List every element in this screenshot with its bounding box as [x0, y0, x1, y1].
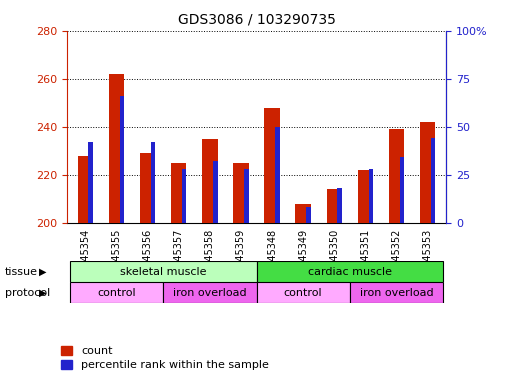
- Bar: [88, 142, 93, 223]
- Bar: [350, 282, 443, 303]
- Title: GDS3086 / 103290735: GDS3086 / 103290735: [177, 13, 336, 27]
- Bar: [338, 188, 342, 223]
- Bar: [358, 170, 373, 223]
- Bar: [256, 282, 350, 303]
- Bar: [295, 204, 311, 223]
- Bar: [70, 261, 256, 282]
- Bar: [368, 169, 373, 223]
- Text: ▶: ▶: [38, 266, 46, 277]
- Bar: [163, 282, 256, 303]
- Bar: [275, 127, 280, 223]
- Bar: [431, 138, 436, 223]
- Text: skeletal muscle: skeletal muscle: [120, 266, 206, 277]
- Bar: [77, 156, 93, 223]
- Text: control: control: [284, 288, 323, 298]
- Bar: [389, 129, 404, 223]
- Bar: [151, 142, 155, 223]
- Text: ▶: ▶: [38, 288, 46, 298]
- Bar: [140, 153, 155, 223]
- Legend: count, percentile rank within the sample: count, percentile rank within the sample: [57, 341, 273, 375]
- Bar: [244, 169, 249, 223]
- Bar: [264, 108, 280, 223]
- Bar: [306, 207, 311, 223]
- Bar: [213, 161, 218, 223]
- Text: iron overload: iron overload: [173, 288, 247, 298]
- Bar: [256, 261, 443, 282]
- Bar: [202, 139, 218, 223]
- Bar: [182, 169, 187, 223]
- Bar: [70, 282, 163, 303]
- Bar: [233, 163, 249, 223]
- Bar: [120, 96, 124, 223]
- Text: tissue: tissue: [5, 266, 38, 277]
- Text: iron overload: iron overload: [360, 288, 433, 298]
- Bar: [420, 122, 436, 223]
- Text: control: control: [97, 288, 136, 298]
- Text: protocol: protocol: [5, 288, 50, 298]
- Bar: [400, 157, 404, 223]
- Bar: [171, 163, 187, 223]
- Text: cardiac muscle: cardiac muscle: [308, 266, 392, 277]
- Bar: [326, 189, 342, 223]
- Bar: [109, 74, 124, 223]
